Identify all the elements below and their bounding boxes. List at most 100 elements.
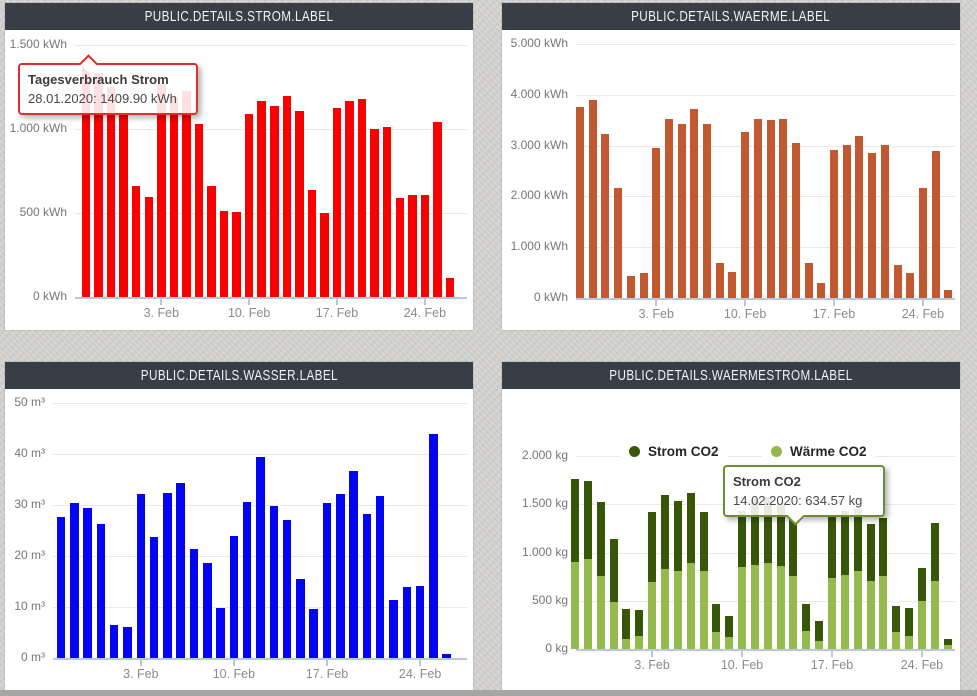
bar-16.02[interactable]	[309, 608, 318, 658]
bar-17.02[interactable]	[322, 502, 332, 658]
bar-08.02[interactable]	[219, 211, 229, 297]
bar-12.02[interactable]	[766, 120, 775, 298]
bar-21.02[interactable]	[375, 496, 385, 658]
bar-22.02[interactable]	[893, 265, 902, 298]
bar-16.02[interactable]	[817, 282, 826, 298]
bar-11.02[interactable]	[242, 502, 252, 658]
bar-12.02[interactable]	[256, 457, 265, 658]
bar-stack-24.02[interactable]	[917, 568, 926, 649]
bar-17.02[interactable]	[332, 108, 342, 297]
bar-stack-21.02[interactable]	[879, 518, 888, 649]
bar-stack-26.02[interactable]	[943, 639, 952, 649]
bar-10.02[interactable]	[741, 131, 750, 298]
bar-stack-25.02[interactable]	[930, 522, 939, 649]
bar-23.02[interactable]	[402, 586, 412, 658]
bar-08.02[interactable]	[715, 263, 724, 298]
bar-02.02[interactable]	[144, 197, 153, 297]
bar-stack-07.02[interactable]	[699, 511, 708, 649]
bar-10.02[interactable]	[244, 114, 254, 297]
bar-06.02[interactable]	[690, 108, 699, 298]
bar-28.01[interactable]	[81, 60, 91, 297]
bar-18.02[interactable]	[842, 144, 851, 298]
bar-20.02[interactable]	[868, 153, 877, 298]
bar-18.02[interactable]	[345, 101, 354, 297]
bar-stack-18.02[interactable]	[840, 510, 849, 649]
bar-19.02[interactable]	[357, 99, 367, 297]
bar-stack-04.02[interactable]	[660, 494, 669, 649]
bar-stack-16.02[interactable]	[815, 620, 824, 649]
bar-16.02[interactable]	[320, 213, 329, 297]
bar-19.02[interactable]	[349, 471, 358, 658]
bar-stack-12.02[interactable]	[763, 497, 772, 649]
bar-26.02[interactable]	[944, 290, 953, 298]
bar-29.01[interactable]	[70, 502, 79, 658]
bar-31.01[interactable]	[614, 188, 623, 298]
bar-23.02[interactable]	[408, 194, 417, 297]
bar-30.01[interactable]	[601, 134, 610, 298]
bar-12.02[interactable]	[270, 106, 279, 297]
bar-stack-13.02[interactable]	[776, 503, 785, 649]
bar-07.02[interactable]	[207, 186, 216, 297]
bar-stack-09.02[interactable]	[725, 615, 734, 649]
bar-11.02[interactable]	[753, 119, 762, 298]
bar-25.02[interactable]	[429, 433, 438, 658]
bar-stack-19.02[interactable]	[853, 509, 862, 649]
bar-09.02[interactable]	[232, 212, 241, 297]
bar-10.02[interactable]	[229, 536, 239, 658]
bar-stack-31.01[interactable]	[609, 538, 618, 649]
legend-item-waerme-co2[interactable]: Wärme CO2	[762, 442, 876, 460]
bar-stack-10.02[interactable]	[738, 510, 747, 649]
bar-13.02[interactable]	[282, 96, 292, 297]
bar-05.02[interactable]	[163, 492, 172, 658]
bar-15.02[interactable]	[296, 579, 305, 658]
bar-18.02[interactable]	[336, 494, 345, 658]
bar-28.01[interactable]	[56, 517, 66, 658]
bar-28.01[interactable]	[576, 106, 584, 298]
bar-26.02[interactable]	[442, 654, 451, 658]
bar-23.02[interactable]	[906, 272, 915, 298]
bar-05.02[interactable]	[677, 123, 686, 298]
bar-14.02[interactable]	[791, 143, 800, 298]
bar-05.02[interactable]	[182, 91, 191, 297]
bar-stack-05.02[interactable]	[673, 500, 682, 649]
bar-stack-14.02[interactable]	[789, 514, 798, 649]
bar-11.02[interactable]	[257, 101, 266, 297]
bar-02.02[interactable]	[639, 272, 648, 298]
bar-02.02[interactable]	[123, 626, 132, 658]
bar-14.02[interactable]	[282, 520, 292, 658]
bar-stack-20.02[interactable]	[866, 523, 875, 649]
bar-stack-06.02[interactable]	[686, 492, 695, 649]
bar-30.01[interactable]	[83, 508, 92, 658]
bar-14.02[interactable]	[295, 111, 304, 297]
bar-19.02[interactable]	[855, 135, 864, 298]
bar-stack-11.02[interactable]	[750, 499, 759, 649]
bar-22.02[interactable]	[395, 198, 404, 297]
bar-07.02[interactable]	[189, 548, 199, 658]
bar-08.02[interactable]	[203, 562, 212, 658]
bar-stack-29.01[interactable]	[583, 480, 592, 649]
bar-stack-23.02[interactable]	[905, 608, 914, 649]
bar-13.02[interactable]	[779, 118, 788, 298]
bar-30.01[interactable]	[106, 87, 116, 297]
bar-stack-08.02[interactable]	[712, 604, 721, 649]
bar-24.02[interactable]	[420, 195, 430, 297]
bar-09.02[interactable]	[216, 607, 225, 658]
bar-20.02[interactable]	[370, 129, 379, 297]
bar-09.02[interactable]	[728, 272, 737, 298]
bar-01.02[interactable]	[109, 625, 119, 658]
bar-stack-01.02[interactable]	[622, 609, 631, 649]
bar-stack-03.02[interactable]	[648, 511, 657, 649]
bar-17.02[interactable]	[830, 149, 838, 298]
bar-stack-17.02[interactable]	[828, 515, 836, 649]
bar-01.02[interactable]	[626, 275, 635, 298]
bar-26.02[interactable]	[445, 277, 455, 297]
bar-15.02[interactable]	[804, 263, 813, 298]
bar-20.02[interactable]	[362, 513, 372, 658]
bar-07.02[interactable]	[703, 124, 711, 298]
bar-25.02[interactable]	[433, 121, 442, 297]
bar-24.02[interactable]	[918, 187, 927, 298]
bar-25.02[interactable]	[931, 151, 940, 298]
bar-stack-02.02[interactable]	[635, 610, 644, 649]
bar-24.02[interactable]	[415, 585, 425, 658]
legend-item-strom-co2[interactable]: Strom CO2	[620, 442, 728, 460]
